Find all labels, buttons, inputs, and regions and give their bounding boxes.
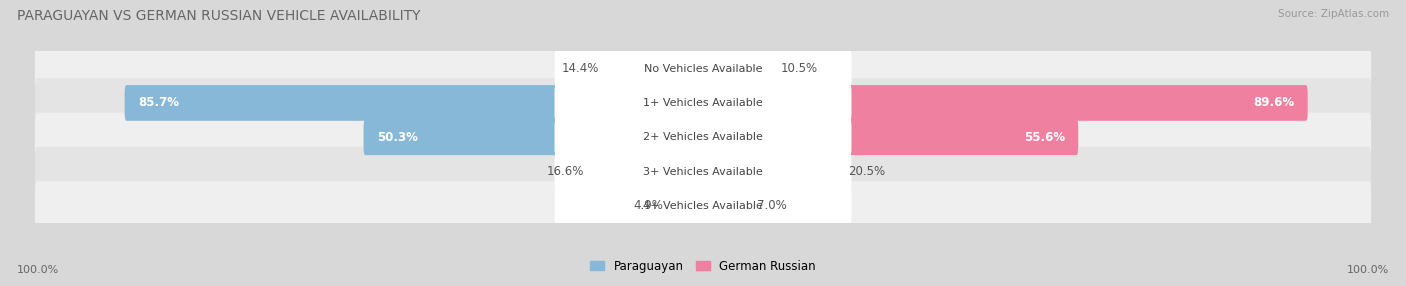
Text: 16.6%: 16.6% [547,165,585,178]
Text: 4.9%: 4.9% [633,199,664,212]
Text: 4+ Vehicles Available: 4+ Vehicles Available [643,201,763,211]
FancyBboxPatch shape [703,85,1308,121]
FancyBboxPatch shape [554,152,852,192]
Text: 10.5%: 10.5% [780,62,818,75]
Text: 100.0%: 100.0% [17,265,59,275]
FancyBboxPatch shape [703,120,1078,155]
FancyBboxPatch shape [554,83,852,123]
Text: 2+ Vehicles Available: 2+ Vehicles Available [643,132,763,142]
FancyBboxPatch shape [703,188,751,224]
Text: PARAGUAYAN VS GERMAN RUSSIAN VEHICLE AVAILABILITY: PARAGUAYAN VS GERMAN RUSSIAN VEHICLE AVA… [17,9,420,23]
FancyBboxPatch shape [125,85,703,121]
Text: 1+ Vehicles Available: 1+ Vehicles Available [643,98,763,108]
Text: 3+ Vehicles Available: 3+ Vehicles Available [643,167,763,176]
FancyBboxPatch shape [35,181,1371,231]
FancyBboxPatch shape [606,51,703,86]
FancyBboxPatch shape [703,51,773,86]
FancyBboxPatch shape [35,44,1371,93]
FancyBboxPatch shape [554,49,852,89]
FancyBboxPatch shape [554,186,852,226]
Text: 55.6%: 55.6% [1024,131,1064,144]
Text: 89.6%: 89.6% [1253,96,1294,110]
Text: Source: ZipAtlas.com: Source: ZipAtlas.com [1278,9,1389,19]
Text: 7.0%: 7.0% [756,199,787,212]
FancyBboxPatch shape [35,78,1371,128]
FancyBboxPatch shape [554,117,852,157]
FancyBboxPatch shape [669,188,703,224]
FancyBboxPatch shape [703,154,841,189]
Text: 100.0%: 100.0% [1347,265,1389,275]
FancyBboxPatch shape [35,147,1371,196]
Legend: Paraguayan, German Russian: Paraguayan, German Russian [585,255,821,277]
Text: 20.5%: 20.5% [848,165,886,178]
Text: No Vehicles Available: No Vehicles Available [644,64,762,74]
Text: 85.7%: 85.7% [138,96,179,110]
Text: 50.3%: 50.3% [377,131,418,144]
FancyBboxPatch shape [35,113,1371,162]
Text: 14.4%: 14.4% [561,62,599,75]
FancyBboxPatch shape [364,120,703,155]
FancyBboxPatch shape [591,154,703,189]
